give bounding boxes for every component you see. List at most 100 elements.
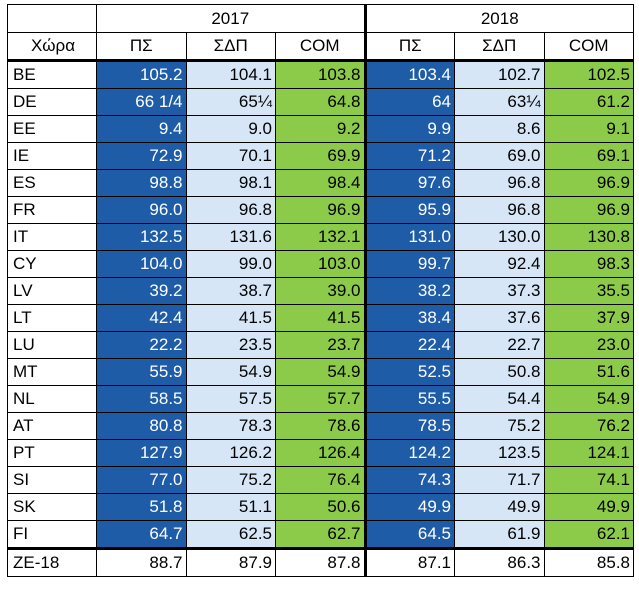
value-cell: 9.0	[185, 115, 276, 143]
data-table-container: 2017 2018 Χώρα ΠΣ ΣΔΠ COM ΠΣ ΣΔΠ COM BE 1…	[7, 4, 634, 577]
value-cell: 130.0	[454, 223, 545, 251]
country-cell: CY	[7, 250, 97, 278]
value-cell: 97.6	[363, 169, 455, 197]
value-cell: 99.7	[363, 250, 455, 278]
value-cell: 51.8	[96, 493, 187, 521]
total-country-cell: ZE-18	[7, 547, 97, 577]
value-cell: 98.3	[543, 250, 634, 278]
value-cell: 130.8	[543, 223, 634, 251]
value-cell: 37.3	[454, 277, 545, 305]
value-cell: 54.9	[185, 358, 276, 386]
country-cell: ES	[7, 169, 97, 197]
table-row: IT 132.5 131.6 132.1 131.0 130.0 130.8	[7, 223, 634, 251]
country-cell: EE	[7, 115, 97, 143]
value-cell: 126.2	[185, 439, 276, 467]
value-cell: 124.1	[543, 439, 634, 467]
table-row: AT 80.8 78.3 78.6 78.5 75.2 76.2	[7, 412, 634, 440]
value-cell: 52.5	[363, 358, 455, 386]
value-cell: 37.9	[543, 304, 634, 332]
value-cell: 69.0	[454, 142, 545, 170]
value-cell: 38.7	[185, 277, 276, 305]
column-header-sdp-2017: ΣΔΠ	[185, 32, 276, 61]
data-table: 2017 2018 Χώρα ΠΣ ΣΔΠ COM ΠΣ ΣΔΠ COM BE 1…	[7, 4, 634, 577]
table-row: ES 98.8 98.1 98.4 97.6 96.8 96.9	[7, 169, 634, 197]
value-cell: 64.7	[96, 520, 187, 549]
table-body: BE 105.2 104.1 103.8 103.4 102.7 102.5 DE 66 1/4…	[7, 59, 634, 549]
value-cell: 62.1	[543, 520, 634, 549]
value-cell: 64	[363, 88, 455, 116]
value-cell: 72.9	[96, 142, 187, 170]
value-cell: 51.1	[185, 493, 276, 521]
value-cell: 22.2	[96, 331, 187, 359]
table-row: FR 96.0 96.8 96.9 95.9 96.8 96.9	[7, 196, 634, 224]
value-cell: 78.5	[363, 412, 455, 440]
value-cell: 8.6	[454, 115, 545, 143]
value-cell: 57.5	[185, 385, 276, 413]
table-row: SI 77.0 75.2 76.4 74.3 71.7 74.1	[7, 466, 634, 494]
value-cell: 50.6	[275, 493, 366, 521]
value-cell: 54.4	[454, 385, 545, 413]
value-cell: 66 1/4	[96, 88, 187, 116]
value-cell: 62.7	[275, 520, 366, 549]
value-cell: 38.2	[363, 277, 455, 305]
table-row: MT 55.9 54.9 54.9 52.5 50.8 51.6	[7, 358, 634, 386]
column-header-row: Χώρα ΠΣ ΣΔΠ COM ΠΣ ΣΔΠ COM	[7, 32, 634, 61]
table-row: LT 42.4 41.5 41.5 38.4 37.6 37.9	[7, 304, 634, 332]
value-cell: 96.0	[96, 196, 187, 224]
value-cell: 63¼	[454, 88, 545, 116]
value-cell: 58.5	[96, 385, 187, 413]
value-cell: 123.5	[454, 439, 545, 467]
value-cell: 75.2	[185, 466, 276, 494]
value-cell: 96.9	[543, 196, 634, 224]
value-cell: 75.2	[454, 412, 545, 440]
corner-cell	[7, 4, 97, 33]
value-cell: 51.6	[543, 358, 634, 386]
table-row: SK 51.8 51.1 50.6 49.9 49.9 49.9	[7, 493, 634, 521]
table-row: PT 127.9 126.2 126.4 124.2 123.5 124.1	[7, 439, 634, 467]
column-header-ps-2017: ΠΣ	[96, 32, 187, 61]
value-cell: 9.4	[96, 115, 187, 143]
table-row: CY 104.0 99.0 103.0 99.7 92.4 98.3	[7, 250, 634, 278]
total-value-cell: 87.1	[363, 547, 455, 577]
value-cell: 61.9	[454, 520, 545, 549]
value-cell: 96.9	[543, 169, 634, 197]
value-cell: 9.1	[543, 115, 634, 143]
column-header-ps-2018: ΠΣ	[363, 32, 455, 61]
country-column-header: Χώρα	[7, 32, 97, 61]
value-cell: 49.9	[454, 493, 545, 521]
value-cell: 103.8	[275, 59, 366, 89]
column-header-com-2017: COM	[275, 32, 366, 61]
value-cell: 9.9	[363, 115, 455, 143]
country-cell: PT	[7, 439, 97, 467]
table-row: FI 64.7 62.5 62.7 64.5 61.9 62.1	[7, 520, 634, 549]
value-cell: 77.0	[96, 466, 187, 494]
total-value-cell: 85.8	[543, 547, 634, 577]
value-cell: 74.1	[543, 466, 634, 494]
value-cell: 98.1	[185, 169, 276, 197]
value-cell: 23.7	[275, 331, 366, 359]
value-cell: 103.0	[275, 250, 366, 278]
country-cell: FR	[7, 196, 97, 224]
value-cell: 69.1	[543, 142, 634, 170]
table-row: NL 58.5 57.5 57.7 55.5 54.4 54.9	[7, 385, 634, 413]
value-cell: 54.9	[275, 358, 366, 386]
value-cell: 42.4	[96, 304, 187, 332]
value-cell: 39.2	[96, 277, 187, 305]
value-cell: 49.9	[543, 493, 634, 521]
value-cell: 98.4	[275, 169, 366, 197]
value-cell: 55.5	[363, 385, 455, 413]
total-value-cell: 88.7	[96, 547, 187, 577]
country-cell: LV	[7, 277, 97, 305]
value-cell: 127.9	[96, 439, 187, 467]
value-cell: 23.0	[543, 331, 634, 359]
value-cell: 37.6	[454, 304, 545, 332]
country-cell: LT	[7, 304, 97, 332]
country-cell: SI	[7, 466, 97, 494]
value-cell: 131.6	[185, 223, 276, 251]
column-header-sdp-2018: ΣΔΠ	[454, 32, 545, 61]
value-cell: 105.2	[96, 59, 187, 89]
value-cell: 76.2	[543, 412, 634, 440]
country-cell: NL	[7, 385, 97, 413]
year-header-2017: 2017	[96, 4, 366, 33]
value-cell: 80.8	[96, 412, 187, 440]
